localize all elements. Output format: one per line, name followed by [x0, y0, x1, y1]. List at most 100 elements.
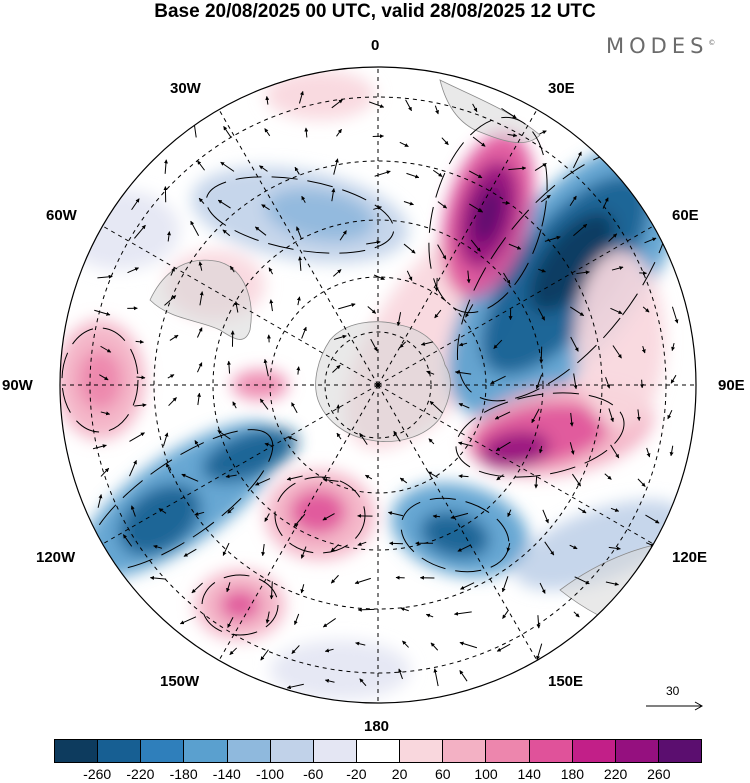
- new-zealand-land: [469, 690, 506, 703]
- wind-arrow: [301, 326, 307, 339]
- anomaly-cell: [575, 250, 665, 430]
- wind-arrow: [355, 641, 366, 646]
- wind-arrow: [166, 462, 171, 474]
- streamline: [274, 476, 366, 554]
- reference-arrow-icon: [646, 701, 704, 711]
- wind-arrow: [420, 341, 434, 346]
- wind-arrow: [399, 341, 406, 348]
- wind-arrow: [542, 509, 549, 524]
- wind-arrow: [223, 126, 232, 138]
- meridian-line: [212, 384, 379, 672]
- wind-arrow: [94, 309, 111, 316]
- wind-arrow: [426, 370, 435, 375]
- wind-arrow: [669, 445, 674, 457]
- wind-streamlines: [61, 116, 674, 636]
- wind-arrow: [336, 432, 342, 440]
- anomaly-cell: [472, 185, 504, 245]
- wind-arrow: [181, 473, 199, 482]
- wind-arrow: [99, 374, 109, 381]
- wind-arrow: [324, 678, 335, 683]
- wind-arrow: [396, 312, 402, 327]
- wind-arrow: [92, 444, 107, 450]
- wind-arrow: [496, 474, 504, 481]
- wind-arrow: [97, 274, 113, 279]
- wind-arrow: [610, 307, 623, 315]
- colorbar: [54, 739, 702, 763]
- wind-arrow: [398, 668, 403, 680]
- wind-arrow: [437, 244, 447, 260]
- wind-arrow: [572, 151, 582, 169]
- wind-arrow: [227, 617, 234, 628]
- wind-arrow: [332, 364, 341, 373]
- wind-arrow: [569, 412, 574, 427]
- wind-arrow: [287, 436, 298, 442]
- wind-arrow: [265, 611, 270, 624]
- wind-arrow: [469, 203, 484, 213]
- wind-arrow: [493, 339, 503, 349]
- wind-arrow: [264, 128, 271, 137]
- wind-arrow: [196, 392, 201, 406]
- wind-arrow: [298, 256, 303, 271]
- wind-arrow: [183, 548, 197, 557]
- wind-arrow: [428, 438, 435, 445]
- lon-label-150w: 150W: [160, 673, 200, 690]
- wind-arrow: [605, 376, 611, 389]
- wind-arrow: [637, 478, 646, 487]
- wind-arrow: [508, 166, 527, 171]
- wind-arrow: [573, 611, 580, 618]
- wind-arrow: [367, 306, 377, 314]
- wind-arrow: [331, 99, 343, 109]
- wind-arrow: [286, 683, 304, 690]
- anomaly-cell: [290, 490, 346, 534]
- wind-arrow: [403, 201, 414, 206]
- wind-arrow: [612, 345, 622, 359]
- wind-arrow: [338, 303, 356, 310]
- wind-arrow: [333, 334, 347, 340]
- wind-arrow: [226, 360, 231, 374]
- wind-arrow: [544, 235, 561, 242]
- wind-arrow: [608, 233, 618, 242]
- modes-logo: MODES©: [606, 34, 715, 58]
- wind-arrow: [167, 374, 175, 379]
- wind-arrow: [573, 373, 578, 390]
- wind-arrow: [459, 670, 468, 682]
- wind-arrow: [605, 581, 619, 586]
- anomaly-cell: [232, 370, 288, 400]
- wind-arrow: [399, 477, 408, 484]
- wind-arrow: [645, 514, 660, 524]
- wind-arrow: [232, 401, 237, 409]
- wind-arrow: [301, 195, 306, 203]
- anomaly-cell: [480, 431, 550, 469]
- wind-arrow: [365, 474, 373, 480]
- colorbar-tick-label: 100: [474, 766, 498, 782]
- colorbar-tick-label: -180: [169, 766, 198, 782]
- wind-arrow: [569, 306, 585, 317]
- wind-arrow: [501, 107, 517, 119]
- wind-arrow: [470, 239, 481, 252]
- wind-arrow: [127, 267, 139, 274]
- wind-arrow: [373, 274, 385, 280]
- wind-arrow: [122, 534, 133, 547]
- meridian-line: [91, 219, 379, 386]
- wind-arrow: [495, 441, 511, 452]
- reference-vector-value: 30: [666, 684, 680, 698]
- reference-vector: 30: [646, 684, 704, 712]
- wind-arrow: [608, 546, 621, 551]
- wind-arrow: [569, 195, 577, 207]
- wind-arrow: [227, 507, 235, 514]
- anomaly-cell: [220, 590, 260, 620]
- colorbar-tick-label: 220: [603, 766, 628, 782]
- lon-label-0: 0: [371, 37, 380, 54]
- colorbar-swatch: [529, 740, 573, 762]
- lon-label-120e: 120E: [672, 549, 708, 566]
- wind-arrow: [162, 432, 169, 447]
- colorbar-tick-label: -260: [83, 766, 112, 782]
- wind-arrow: [260, 649, 269, 661]
- wind-arrow: [296, 226, 302, 239]
- map-frame: [59, 66, 697, 704]
- colorbar-swatch: [615, 740, 659, 762]
- wind-arrow: [170, 267, 175, 276]
- colorbar-tick-label: 260: [647, 766, 671, 782]
- wind-arrow: [259, 398, 269, 410]
- logo-text: MODES: [606, 34, 709, 58]
